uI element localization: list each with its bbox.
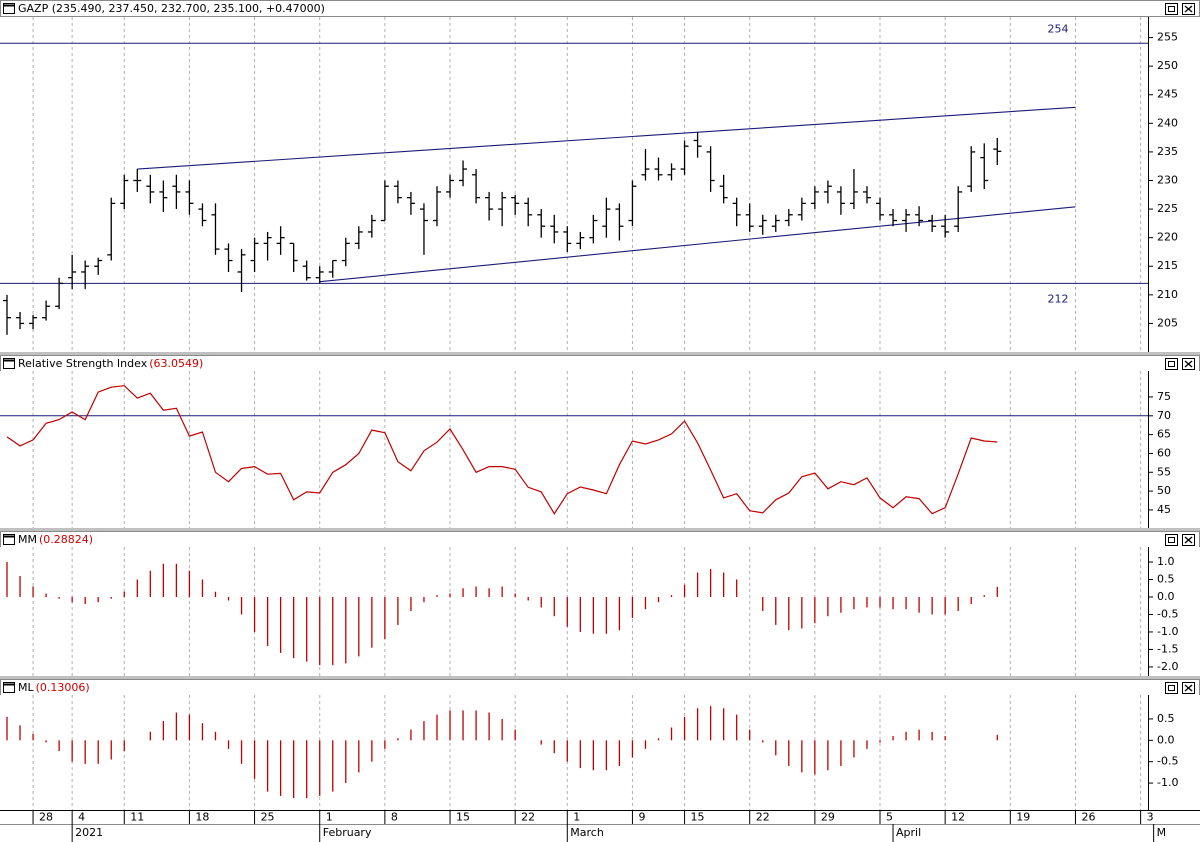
y-tick-label: 0.0 xyxy=(1157,590,1175,603)
y-tick-label: 225 xyxy=(1157,202,1178,215)
maximize-button[interactable] xyxy=(1165,3,1178,15)
pane-value-label: (0.28824) xyxy=(39,533,93,546)
value-axis xyxy=(1148,695,1200,810)
y-tick-label: 215 xyxy=(1157,259,1178,272)
month-label: March xyxy=(570,826,604,839)
x-tick-label: 28 xyxy=(39,811,53,824)
month-label: 2021 xyxy=(75,826,103,839)
x-tick-label: 19 xyxy=(1016,811,1030,824)
close-glyph xyxy=(1184,684,1193,692)
plot-area xyxy=(0,547,1148,676)
y-tick-label: -2.0 xyxy=(1157,660,1178,673)
x-tick-label: 5 xyxy=(886,811,893,824)
x-tick-label: 4 xyxy=(78,811,85,824)
x-tick-label: 12 xyxy=(951,811,965,824)
y-tick-label: 240 xyxy=(1157,116,1178,129)
pane-value-label: (63.0549) xyxy=(149,357,203,370)
x-tick-label: 1 xyxy=(573,811,580,824)
y-tick-label: 60 xyxy=(1157,446,1171,459)
x-tick-label: 22 xyxy=(756,811,770,824)
y-tick-label: 70 xyxy=(1157,409,1171,422)
maximize-button[interactable] xyxy=(1165,682,1178,694)
plot-area xyxy=(0,17,1148,352)
close-glyph xyxy=(1184,360,1193,368)
month-label: M xyxy=(1157,826,1167,839)
y-tick-label: 245 xyxy=(1157,88,1178,101)
pane-title: GAZP (235.490, 237.450, 232.700, 235.100… xyxy=(18,2,325,15)
month-label: April xyxy=(896,826,921,839)
maximize-glyph xyxy=(1168,685,1175,691)
value-axis xyxy=(1148,17,1200,352)
x-tick-label: 3 xyxy=(1147,811,1154,824)
x-tick-label: 22 xyxy=(521,811,535,824)
y-tick-label: 50 xyxy=(1157,484,1171,497)
y-tick-label: 250 xyxy=(1157,59,1178,72)
trend-line xyxy=(137,106,1076,170)
y-tick-label: 1.0 xyxy=(1157,555,1175,568)
y-tick-label: -0.5 xyxy=(1157,607,1178,620)
y-tick-label: -1.0 xyxy=(1157,625,1178,638)
pane-title: ML xyxy=(18,681,34,694)
y-tick-label: -1.5 xyxy=(1157,642,1178,655)
x-tick-label: 15 xyxy=(456,811,470,824)
pane-header xyxy=(0,679,1200,696)
pane-value-label: (0.13006) xyxy=(36,681,90,694)
maximize-glyph xyxy=(1168,537,1175,543)
y-tick-label: 0.5 xyxy=(1157,712,1175,725)
y-tick-label: 0.5 xyxy=(1157,573,1175,586)
pane-header xyxy=(0,531,1200,548)
x-tick-label: 26 xyxy=(1081,811,1095,824)
y-tick-label: 255 xyxy=(1157,31,1178,44)
x-tick-label: 11 xyxy=(130,811,144,824)
y-tick-label: -0.5 xyxy=(1157,755,1178,768)
pane-title: Relative Strength Index xyxy=(18,357,148,370)
value-axis xyxy=(1148,547,1200,676)
x-tick-label: 18 xyxy=(195,811,209,824)
trend-line xyxy=(319,206,1076,283)
y-tick-label: 65 xyxy=(1157,428,1171,441)
month-label: February xyxy=(323,826,372,839)
y-tick-label: 210 xyxy=(1157,288,1178,301)
horizontal-line-label: 254 xyxy=(1048,22,1069,35)
maximize-glyph xyxy=(1168,361,1175,367)
x-tick-label: 9 xyxy=(638,811,645,824)
pane-icon xyxy=(3,358,15,369)
y-tick-label: 45 xyxy=(1157,503,1171,516)
x-tick-label: 1 xyxy=(326,811,333,824)
y-tick-label: 205 xyxy=(1157,316,1178,329)
pane-icon xyxy=(3,3,15,14)
y-tick-label: 55 xyxy=(1157,465,1171,478)
maximize-button[interactable] xyxy=(1165,358,1178,370)
close-glyph xyxy=(1184,536,1193,544)
y-tick-label: -1.0 xyxy=(1157,776,1178,789)
x-tick-label: 15 xyxy=(691,811,705,824)
y-tick-label: 75 xyxy=(1157,390,1171,403)
y-tick-label: 230 xyxy=(1157,173,1178,186)
x-tick-label: 8 xyxy=(391,811,398,824)
x-tick-label: 29 xyxy=(821,811,835,824)
y-tick-label: 0.0 xyxy=(1157,733,1175,746)
horizontal-line-label: 212 xyxy=(1048,292,1069,305)
x-tick-label: 25 xyxy=(261,811,275,824)
pane-title: MM xyxy=(18,533,37,546)
date-axis xyxy=(0,810,1200,842)
maximize-button[interactable] xyxy=(1165,534,1178,546)
rsi-line xyxy=(6,385,998,515)
plot-area xyxy=(0,695,1148,810)
close-glyph xyxy=(1184,5,1193,13)
pane-icon xyxy=(3,682,15,693)
pane-icon xyxy=(3,534,15,545)
y-tick-label: 235 xyxy=(1157,145,1178,158)
maximize-glyph xyxy=(1168,6,1175,12)
value-axis xyxy=(1148,371,1200,528)
plot-area xyxy=(0,371,1148,528)
y-tick-label: 220 xyxy=(1157,231,1178,244)
